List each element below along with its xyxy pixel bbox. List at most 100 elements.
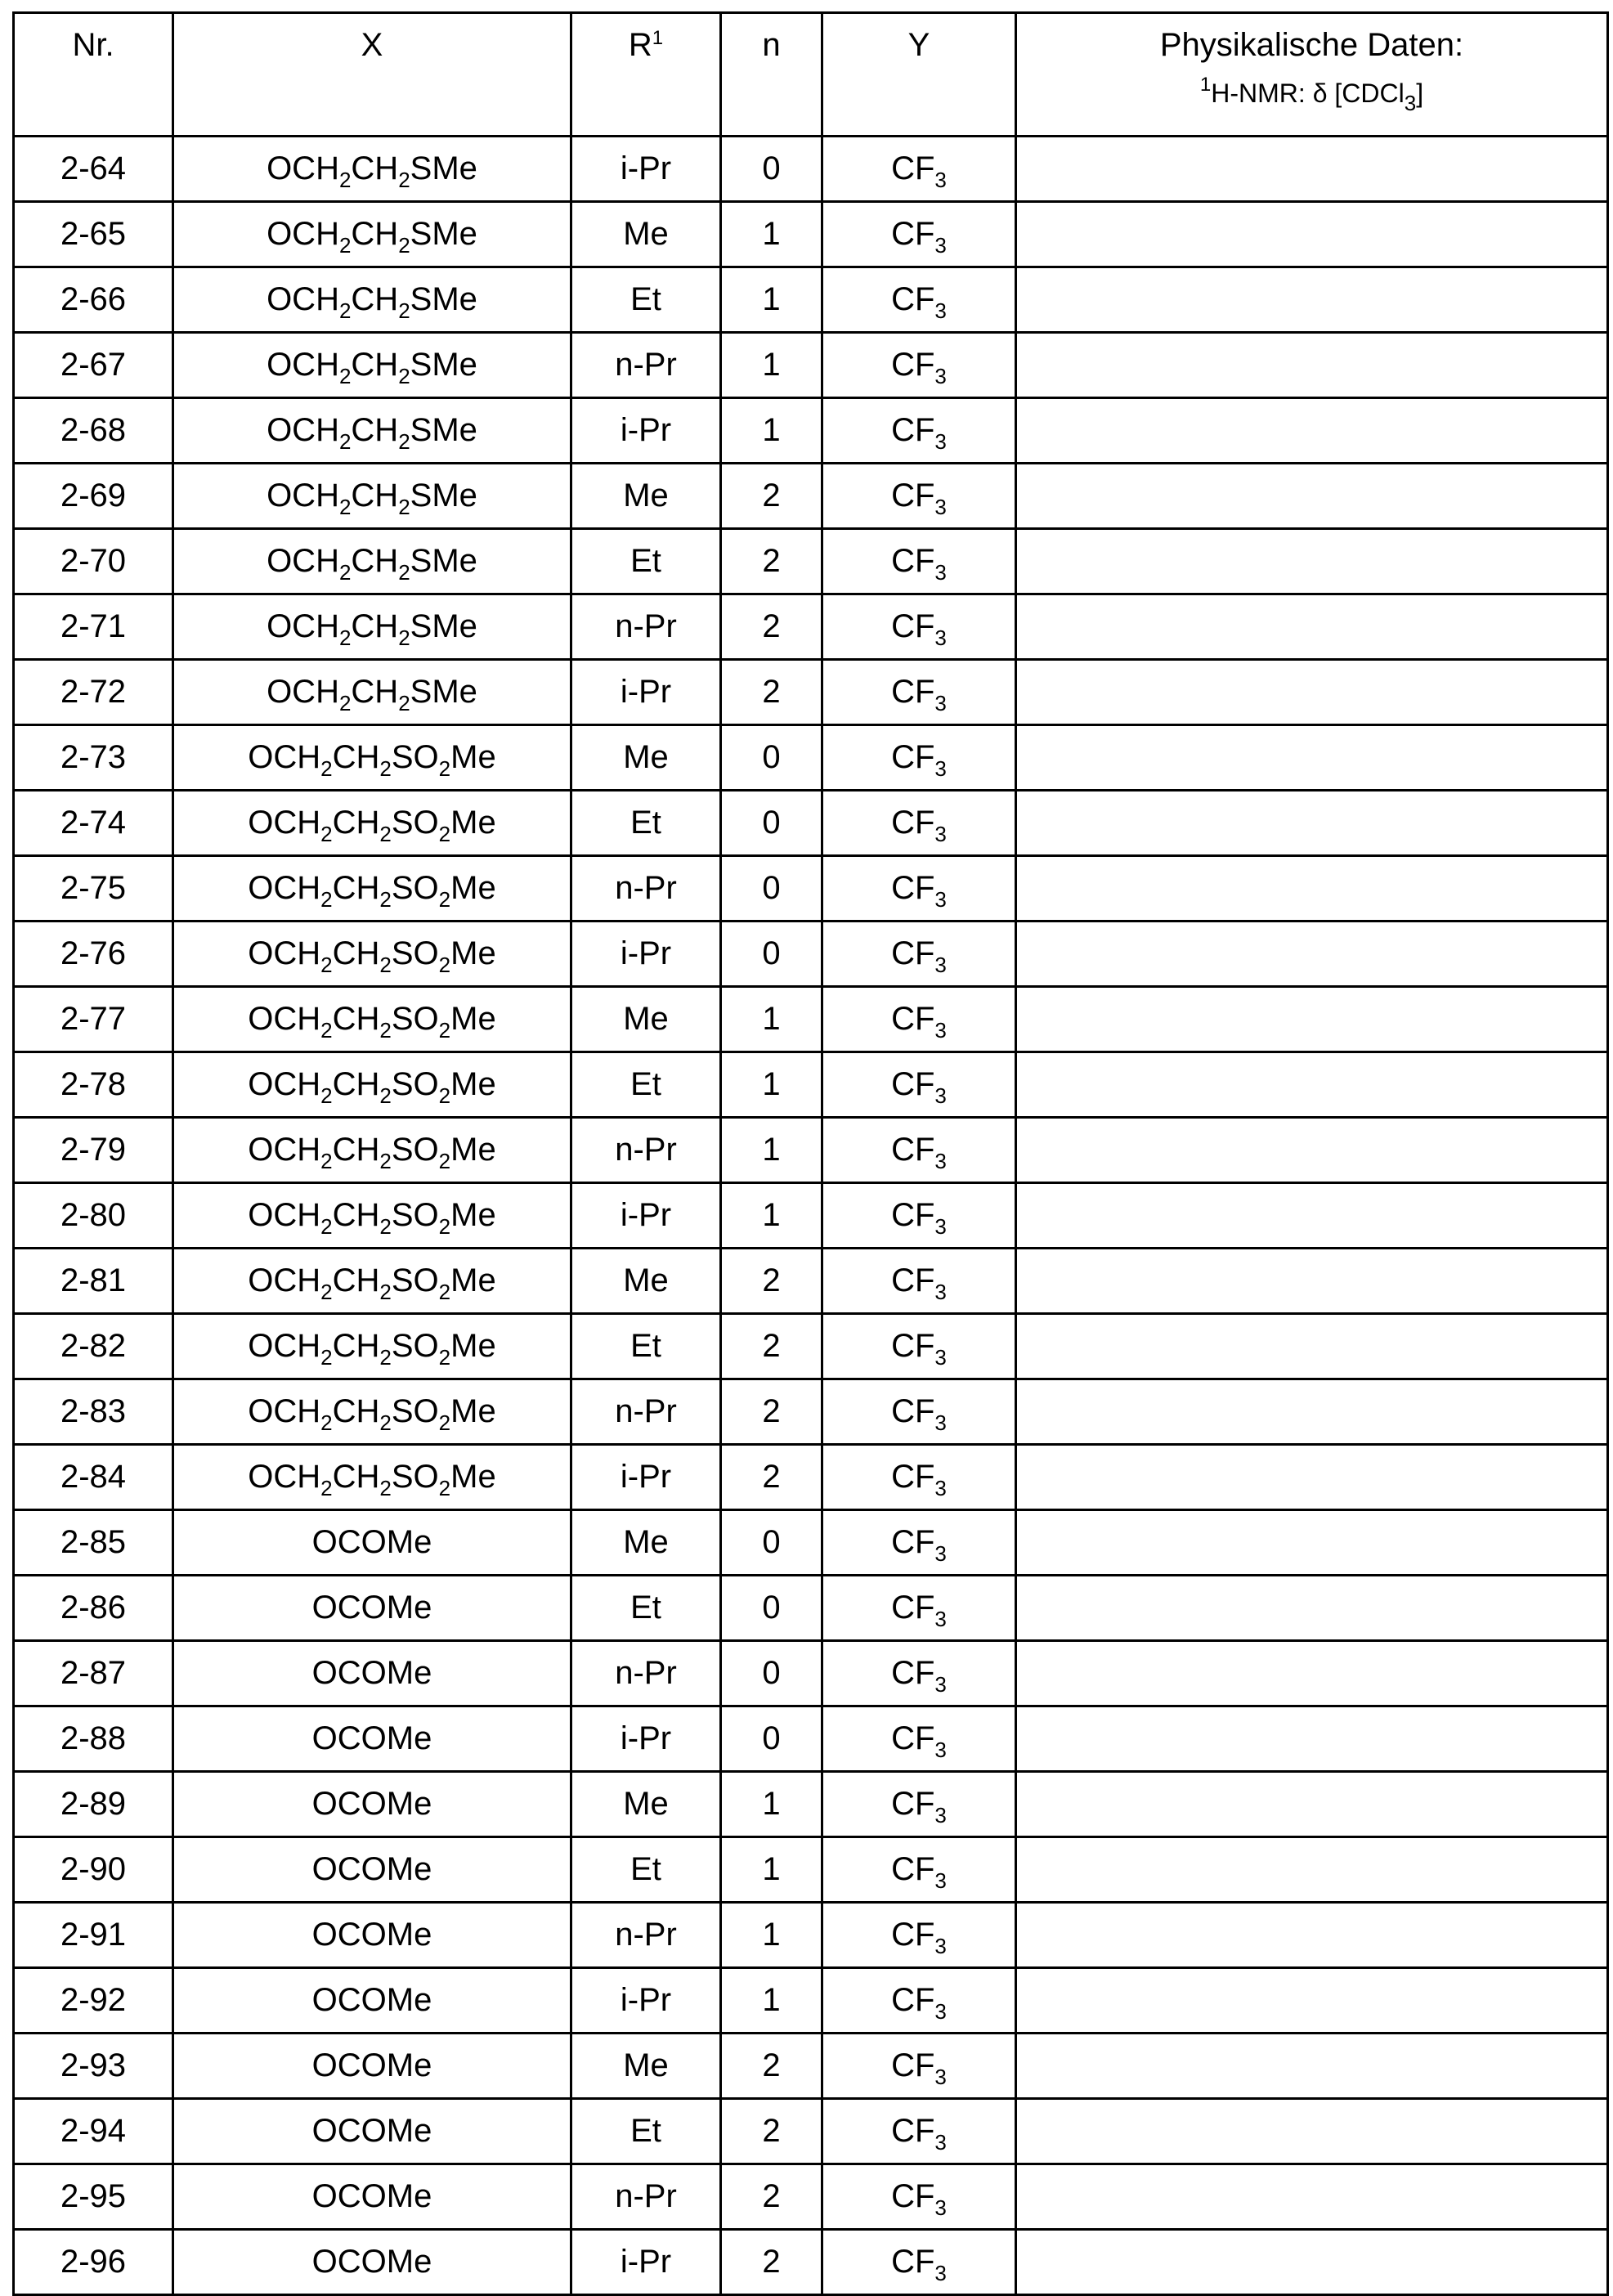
header-y: Y [822, 13, 1016, 137]
table-row: 2-84OCH2CH2SO2Mei-Pr2CF3 [14, 1445, 1608, 1510]
cell-y: CF3 [822, 987, 1016, 1052]
cell-n: 2 [721, 594, 822, 660]
cell-nr: 2-90 [14, 1837, 173, 1903]
cell-x: OCOMe [173, 1837, 571, 1903]
cell-physical-data [1016, 1641, 1608, 1706]
cell-y: CF3 [822, 464, 1016, 529]
cell-n: 2 [721, 1379, 822, 1445]
cell-physical-data [1016, 791, 1608, 856]
cell-nr: 2-95 [14, 2164, 173, 2230]
cell-x: OCOMe [173, 1772, 571, 1837]
cell-y: CF3 [822, 1968, 1016, 2034]
cell-r1: i-Pr [571, 137, 721, 202]
cell-x: OCH2CH2SMe [173, 594, 571, 660]
table-row: 2-83OCH2CH2SO2Men-Pr2CF3 [14, 1379, 1608, 1445]
cell-y: CF3 [822, 333, 1016, 398]
cell-n: 1 [721, 1052, 822, 1118]
table-row: 2-78OCH2CH2SO2MeEt1CF3 [14, 1052, 1608, 1118]
cell-r1: n-Pr [571, 1903, 721, 1968]
table-row: 2-65OCH2CH2SMeMe1CF3 [14, 202, 1608, 267]
cell-r1: i-Pr [571, 2230, 721, 2295]
cell-n: 0 [721, 922, 822, 987]
table-row: 2-93OCOMeMe2CF3 [14, 2034, 1608, 2099]
cell-y: CF3 [822, 2099, 1016, 2164]
cell-physical-data [1016, 1183, 1608, 1249]
cell-r1: n-Pr [571, 856, 721, 922]
cell-x: OCH2CH2SO2Me [173, 1249, 571, 1314]
cell-y: CF3 [822, 922, 1016, 987]
table-row: 2-77OCH2CH2SO2MeMe1CF3 [14, 987, 1608, 1052]
cell-y: CF3 [822, 2164, 1016, 2230]
table-row: 2-76OCH2CH2SO2Mei-Pr0CF3 [14, 922, 1608, 987]
cell-x: OCH2CH2SO2Me [173, 725, 571, 791]
cell-r1: Et [571, 267, 721, 333]
cell-nr: 2-76 [14, 922, 173, 987]
table-row: 2-69OCH2CH2SMeMe2CF3 [14, 464, 1608, 529]
cell-nr: 2-82 [14, 1314, 173, 1379]
table-row: 2-66OCH2CH2SMeEt1CF3 [14, 267, 1608, 333]
cell-r1: Me [571, 464, 721, 529]
cell-x: OCH2CH2SO2Me [173, 1445, 571, 1510]
cell-y: CF3 [822, 202, 1016, 267]
compound-table: Nr. X R1 n Y Physikalische Daten:1H-NMR:… [12, 11, 1609, 2296]
cell-nr: 2-86 [14, 1576, 173, 1641]
cell-n: 0 [721, 725, 822, 791]
cell-r1: n-Pr [571, 1641, 721, 1706]
table-row: 2-95OCOMen-Pr2CF3 [14, 2164, 1608, 2230]
table-row: 2-74OCH2CH2SO2MeEt0CF3 [14, 791, 1608, 856]
cell-r1: Et [571, 529, 721, 594]
table-row: 2-80OCH2CH2SO2Mei-Pr1CF3 [14, 1183, 1608, 1249]
cell-r1: n-Pr [571, 333, 721, 398]
cell-physical-data [1016, 2034, 1608, 2099]
cell-y: CF3 [822, 1837, 1016, 1903]
cell-r1: Me [571, 2034, 721, 2099]
cell-n: 2 [721, 2230, 822, 2295]
cell-y: CF3 [822, 1445, 1016, 1510]
cell-x: OCOMe [173, 1706, 571, 1772]
cell-n: 2 [721, 1314, 822, 1379]
cell-physical-data [1016, 267, 1608, 333]
cell-y: CF3 [822, 1641, 1016, 1706]
cell-y: CF3 [822, 725, 1016, 791]
cell-nr: 2-65 [14, 202, 173, 267]
cell-nr: 2-83 [14, 1379, 173, 1445]
cell-nr: 2-91 [14, 1903, 173, 1968]
cell-nr: 2-88 [14, 1706, 173, 1772]
cell-y: CF3 [822, 137, 1016, 202]
cell-n: 1 [721, 1118, 822, 1183]
cell-n: 1 [721, 987, 822, 1052]
cell-nr: 2-79 [14, 1118, 173, 1183]
cell-x: OCH2CH2SO2Me [173, 1314, 571, 1379]
cell-x: OCH2CH2SO2Me [173, 1052, 571, 1118]
cell-physical-data [1016, 1052, 1608, 1118]
cell-nr: 2-84 [14, 1445, 173, 1510]
cell-r1: i-Pr [571, 1706, 721, 1772]
table-row: 2-86OCOMeEt0CF3 [14, 1576, 1608, 1641]
cell-physical-data [1016, 1576, 1608, 1641]
cell-y: CF3 [822, 529, 1016, 594]
cell-n: 0 [721, 1510, 822, 1576]
cell-x: OCH2CH2SMe [173, 464, 571, 529]
cell-physical-data [1016, 1968, 1608, 2034]
table-row: 2-71OCH2CH2SMen-Pr2CF3 [14, 594, 1608, 660]
header-n: n [721, 13, 822, 137]
cell-r1: Me [571, 1772, 721, 1837]
cell-x: OCOMe [173, 2230, 571, 2295]
cell-nr: 2-75 [14, 856, 173, 922]
cell-n: 1 [721, 398, 822, 464]
cell-nr: 2-92 [14, 1968, 173, 2034]
cell-nr: 2-89 [14, 1772, 173, 1837]
cell-y: CF3 [822, 791, 1016, 856]
cell-r1: Et [571, 1576, 721, 1641]
cell-nr: 2-67 [14, 333, 173, 398]
cell-n: 2 [721, 464, 822, 529]
cell-r1: Me [571, 1249, 721, 1314]
cell-r1: n-Pr [571, 2164, 721, 2230]
cell-x: OCH2CH2SMe [173, 333, 571, 398]
cell-y: CF3 [822, 660, 1016, 725]
cell-r1: Et [571, 2099, 721, 2164]
cell-n: 0 [721, 137, 822, 202]
cell-n: 0 [721, 856, 822, 922]
cell-y: CF3 [822, 1772, 1016, 1837]
cell-n: 0 [721, 1706, 822, 1772]
